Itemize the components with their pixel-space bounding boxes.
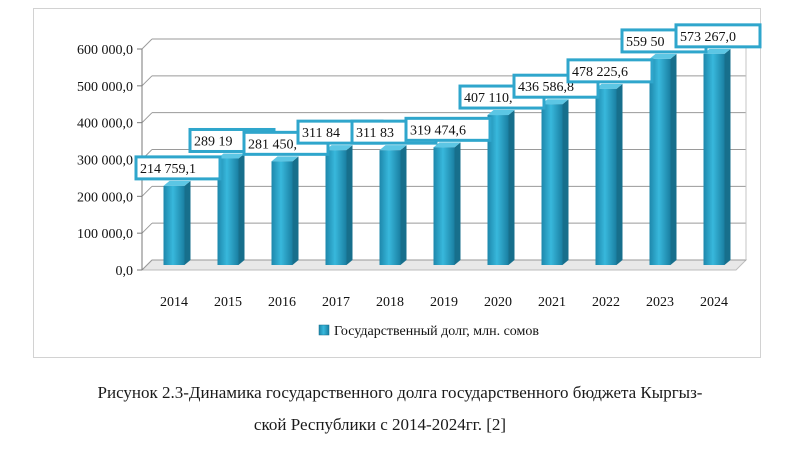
bar-top: [379, 145, 407, 151]
x-tick-label: 2016: [268, 295, 296, 310]
data-label-box: [674, 23, 762, 49]
data-label: 436 586,8: [518, 80, 574, 95]
data-label: 559 50: [626, 35, 665, 50]
data-label: 214 759,1: [140, 162, 196, 177]
bar-top: [541, 99, 569, 105]
x-tick-label: 2014: [160, 295, 188, 310]
data-label: 407 110,: [464, 91, 512, 106]
bar: [271, 161, 293, 265]
y-tick-label: 400 000,0: [77, 117, 133, 132]
bar-top: [271, 156, 299, 162]
y-tick-label: 100 000,0: [77, 227, 133, 242]
caption-line-1: Рисунок 2.3-Динамика государственного до…: [97, 383, 703, 402]
gridline-depth: [141, 112, 153, 124]
gridline-depth: [141, 185, 153, 197]
x-tick-label: 2018: [376, 295, 404, 310]
bar: [487, 115, 509, 265]
figure-caption: Рисунок 2.3-Динамика государственного до…: [0, 377, 800, 441]
chart-frame: 0,0 100 000,0 200 000,0 300 000,0 400 000,0 5…: [33, 8, 762, 358]
data-label: 289 19: [194, 134, 233, 149]
bar: [703, 53, 725, 266]
bar-top: [163, 180, 191, 186]
data-label: 281 450,: [248, 137, 297, 152]
y-tick-label: 0,0: [116, 264, 134, 279]
data-label: 573 267,0: [680, 30, 736, 45]
x-tick-label: 2023: [646, 295, 674, 310]
legend-label: Государственный долг, млн. сомов: [334, 324, 539, 339]
bar: [379, 150, 401, 265]
bar-top: [325, 145, 353, 151]
bar-side: [346, 145, 353, 265]
data-label-box: [404, 116, 492, 142]
data-label: 319 474,6: [410, 123, 466, 138]
bar-top: [487, 110, 515, 116]
y-tick-label: 200 000,0: [77, 190, 133, 205]
gridline-depth: [141, 259, 153, 271]
bar-side: [184, 180, 191, 265]
x-tick-label: 2021: [538, 295, 566, 310]
x-tick-label: 2015: [214, 295, 242, 310]
bar: [433, 147, 455, 265]
data-label: 311 84: [302, 126, 340, 141]
data-label-box: [134, 155, 222, 181]
bar-top: [433, 142, 461, 148]
gridline-depth: [141, 38, 153, 50]
bar: [217, 158, 239, 265]
bar-side: [724, 48, 731, 266]
data-label-box: [566, 58, 654, 84]
bar-side: [400, 145, 407, 265]
bar-side: [454, 142, 461, 265]
bar-top: [703, 48, 731, 54]
legend-swatch: [318, 324, 330, 336]
bar-side: [292, 156, 299, 265]
bar-top: [649, 53, 677, 59]
caption-line-2: ской Республики с 2014-2024гг. [2]: [253, 415, 507, 434]
data-label: 478 225,6: [572, 65, 628, 80]
bar: [541, 104, 563, 266]
bar-top: [595, 83, 623, 89]
x-tick-label: 2019: [430, 295, 458, 310]
bar-side: [238, 153, 245, 265]
x-tick-label: 2020: [484, 295, 512, 310]
bar-side: [616, 83, 623, 265]
x-tick-label: 2024: [700, 295, 728, 310]
y-tick-label: 500 000,0: [77, 80, 133, 95]
y-tick-label: 300 000,0: [77, 154, 133, 169]
x-tick-label: 2017: [322, 295, 350, 310]
x-tick-label: 2022: [592, 295, 620, 310]
data-label: 311 83: [356, 126, 394, 141]
bar: [649, 58, 671, 266]
bar-side: [562, 99, 569, 266]
bar: [325, 150, 347, 265]
bar-side: [508, 110, 515, 265]
gridline-depth: [141, 75, 153, 87]
bar-chart: 0,0 100 000,0 200 000,0 300 000,0 400 000,0 5…: [77, 23, 762, 339]
bar-top: [217, 153, 245, 159]
bar-side: [670, 53, 677, 266]
bar: [595, 88, 617, 265]
gridline-depth: [141, 222, 153, 234]
bar: [163, 185, 185, 265]
y-tick-label: 600 000,0: [77, 43, 133, 58]
